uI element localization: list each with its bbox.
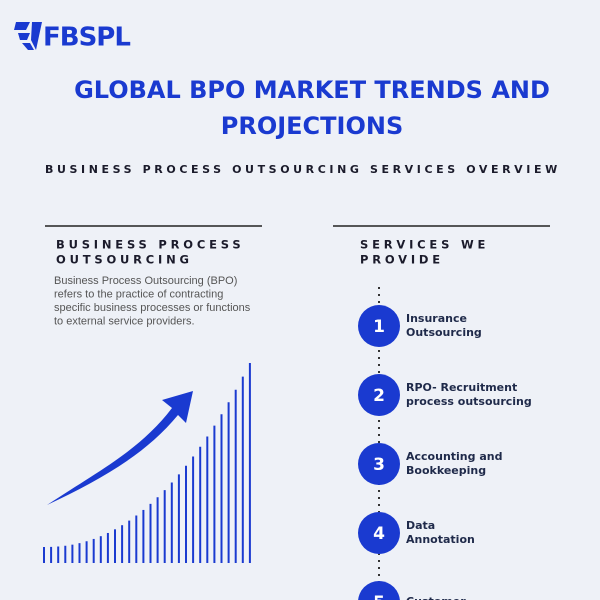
service-label: Bookkeeping: [406, 464, 486, 477]
section-heading: PROVIDE: [360, 253, 444, 267]
service-label: Data: [406, 519, 435, 532]
section-heading: OUTSOURCING: [56, 253, 193, 267]
description-line: to external service providers.: [54, 315, 195, 327]
description: Business Process Outsourcing (BPO)refers…: [54, 275, 251, 328]
service-number: 4: [373, 524, 385, 544]
service-badge: [358, 581, 400, 600]
service-label: RPO- Recruitment: [406, 381, 517, 394]
service-number: 3: [373, 455, 385, 475]
service-number: 1: [373, 317, 385, 337]
logo-wing: [18, 33, 30, 40]
service-badge: [358, 443, 400, 485]
service-badge: [358, 512, 400, 554]
service-number: 5: [373, 593, 385, 600]
logo-text: FBSPL: [43, 23, 130, 53]
trend-arrow: [47, 391, 193, 505]
logo-wing: [14, 22, 30, 30]
service-label: Accounting and: [406, 450, 502, 463]
logo-wing: [22, 43, 34, 50]
service-label: process outsourcing: [406, 395, 532, 408]
title: GLOBAL BPO MARKET TRENDS AND: [74, 76, 550, 104]
logo: FBSPL: [14, 22, 131, 53]
service-badge: [358, 305, 400, 347]
logo-wing: [31, 22, 42, 50]
description-line: Business Process Outsourcing (BPO): [54, 275, 237, 287]
service-label: Annotation: [406, 533, 475, 546]
service-label: Outsourcing: [406, 326, 482, 339]
service-label: Customer: [406, 595, 466, 600]
section-heading: BUSINESS PROCESS: [56, 238, 244, 252]
decorative-bars: [43, 363, 251, 563]
description-line: specific business processes or functions: [54, 302, 251, 314]
service-badge: [358, 374, 400, 416]
description-line: refers to the practice of contracting: [54, 288, 223, 300]
section-heading: SERVICES WE: [360, 238, 489, 252]
service-label: Insurance: [406, 312, 467, 325]
subtitle: BUSINESS PROCESS OUTSOURCING SERVICES OV…: [45, 163, 561, 176]
title: PROJECTIONS: [221, 112, 403, 140]
service-number: 2: [373, 386, 385, 406]
